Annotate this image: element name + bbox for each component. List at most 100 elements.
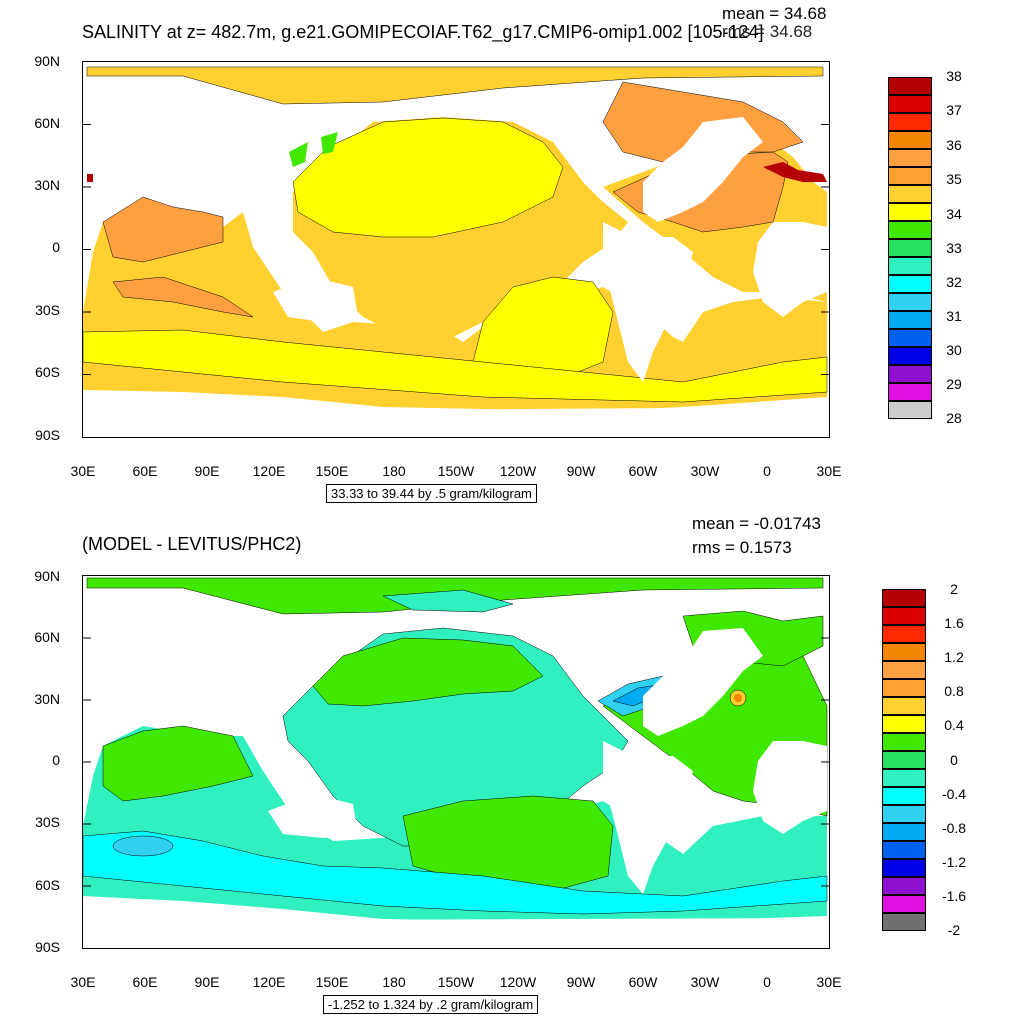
colorbar-swatch [882,607,926,625]
colorbar-swatch [882,679,926,697]
lon-label: 120E [252,463,286,479]
lon-label: 90E [194,974,220,990]
colorbar-swatch [888,239,932,257]
colorbar-label: 37 [946,102,962,118]
colorbar-label: -1.2 [941,854,967,870]
lon-label: 60E [132,974,158,990]
lat-label-60n: 60N [34,115,60,131]
contour-info-box: -1.252 to 1.324 by .2 gram/kilogram [323,995,539,1014]
colorbar-label: 28 [946,410,962,426]
lat-label-30s: 30S [35,302,60,318]
lon-label: 150W [437,974,475,990]
lat-label-90n: 90N [34,568,60,584]
lon-label: 60W [628,974,658,990]
lat-label-90n: 90N [34,53,60,69]
colorbar-swatch [888,275,932,293]
colorbar-swatch [882,769,926,787]
colorbar-swatch [882,877,926,895]
colorbar-swatch [882,895,926,913]
colorbar-swatch [882,751,926,769]
contour-info-box: 33.33 to 39.44 by .5 gram/kilogram [326,484,537,503]
colorbar-swatch [882,715,926,733]
lat-label-30n: 30N [34,691,60,707]
lon-label: 30W [690,463,720,479]
colorbar-label: 29 [946,376,962,392]
colorbar-swatch [888,149,932,167]
panel-title: SALINITY at z= 482.7m, g.e21.GOMIPECOIAF… [82,22,764,42]
lat-label-60s: 60S [35,877,60,893]
colorbar-swatch [882,823,926,841]
colorbar-swatch [882,733,926,751]
lon-label: 150E [315,463,349,479]
colorbar-label: 2 [950,581,958,597]
colorbar-label: 0.8 [944,683,964,699]
colorbar-label: 36 [946,137,962,153]
lon-label: 30E [70,974,96,990]
lon-label: 180 [382,463,406,479]
colorbar-swatch [882,661,926,679]
colorbar-label: 1.2 [944,649,964,665]
lat-label-30s: 30S [35,814,60,830]
colorbar-swatch [882,787,926,805]
colorbar-swatch [882,859,926,877]
colorbar-swatch [888,293,932,311]
lat-label-30n: 30N [34,177,60,193]
lon-label: 0 [763,974,771,990]
colorbar-swatch [888,95,932,113]
colorbar-swatch [888,203,932,221]
colorbar-label: -0.4 [941,786,967,802]
colorbar-swatch [888,221,932,239]
mean-label: mean = 34.68 [722,4,827,23]
colorbar-swatch [882,697,926,715]
colorbar-swatch [888,311,932,329]
colorbar-swatch [882,625,926,643]
colorbar-label: 31 [946,308,962,324]
colorbar-label: 34 [946,206,962,222]
colorbar-label: -0.8 [941,820,967,836]
colorbar-swatch [888,131,932,149]
colorbar-swatch [888,383,932,401]
colorbar-label: 38 [946,68,962,84]
colorbar-swatch [888,401,932,419]
colorbar-swatch [888,77,932,95]
colorbar-swatch [888,167,932,185]
lat-label-60n: 60N [34,629,60,645]
lon-label: 150E [315,974,349,990]
colorbar-label: 33 [946,240,962,256]
salinity-map [82,61,830,438]
colorbar-label: 0.4 [944,717,964,733]
colorbar-swatch [882,841,926,859]
colorbar [888,77,932,419]
lon-label: 60E [132,463,158,479]
lon-label: 90E [194,463,220,479]
lon-label: 120W [499,974,537,990]
colorbar-label: 30 [946,342,962,358]
salinity-panel: SALINITY at z= 482.7m, g.e21.GOMIPECOIAF… [34,4,962,503]
colorbar-swatch [882,643,926,661]
colorbar-swatch [888,257,932,275]
lat-label-90s: 90S [35,939,60,955]
difference-panel: (MODEL - LEVITUS/PHC2) mean = -0.01743 r… [0,512,1024,1024]
colorbar-label: -1.6 [941,888,967,904]
colorbar-label: 35 [946,171,962,187]
lon-label: 30W [690,974,720,990]
colorbar-swatch [888,347,932,365]
panel-title: (MODEL - LEVITUS/PHC2) [82,534,302,554]
colorbar-swatch [888,185,932,203]
lat-label-0: 0 [52,239,60,255]
lon-label: 0 [763,463,771,479]
lon-label: 30E [816,463,842,479]
colorbar-label: -2 [947,922,961,938]
colorbar-swatch [882,805,926,823]
colorbar-swatch [888,113,932,131]
mean-label: mean = -0.01743 [692,514,822,533]
colorbar-label: 1.6 [944,615,964,631]
lon-label: 180 [382,974,406,990]
rms-label: rms = 34.68 [722,22,813,41]
colorbar-swatch [888,329,932,347]
lon-label: 90W [566,974,596,990]
lon-label: 30E [70,463,96,479]
rms-label: rms = 0.1573 [692,538,792,557]
lon-label: 30E [816,974,842,990]
colorbar [882,589,926,931]
